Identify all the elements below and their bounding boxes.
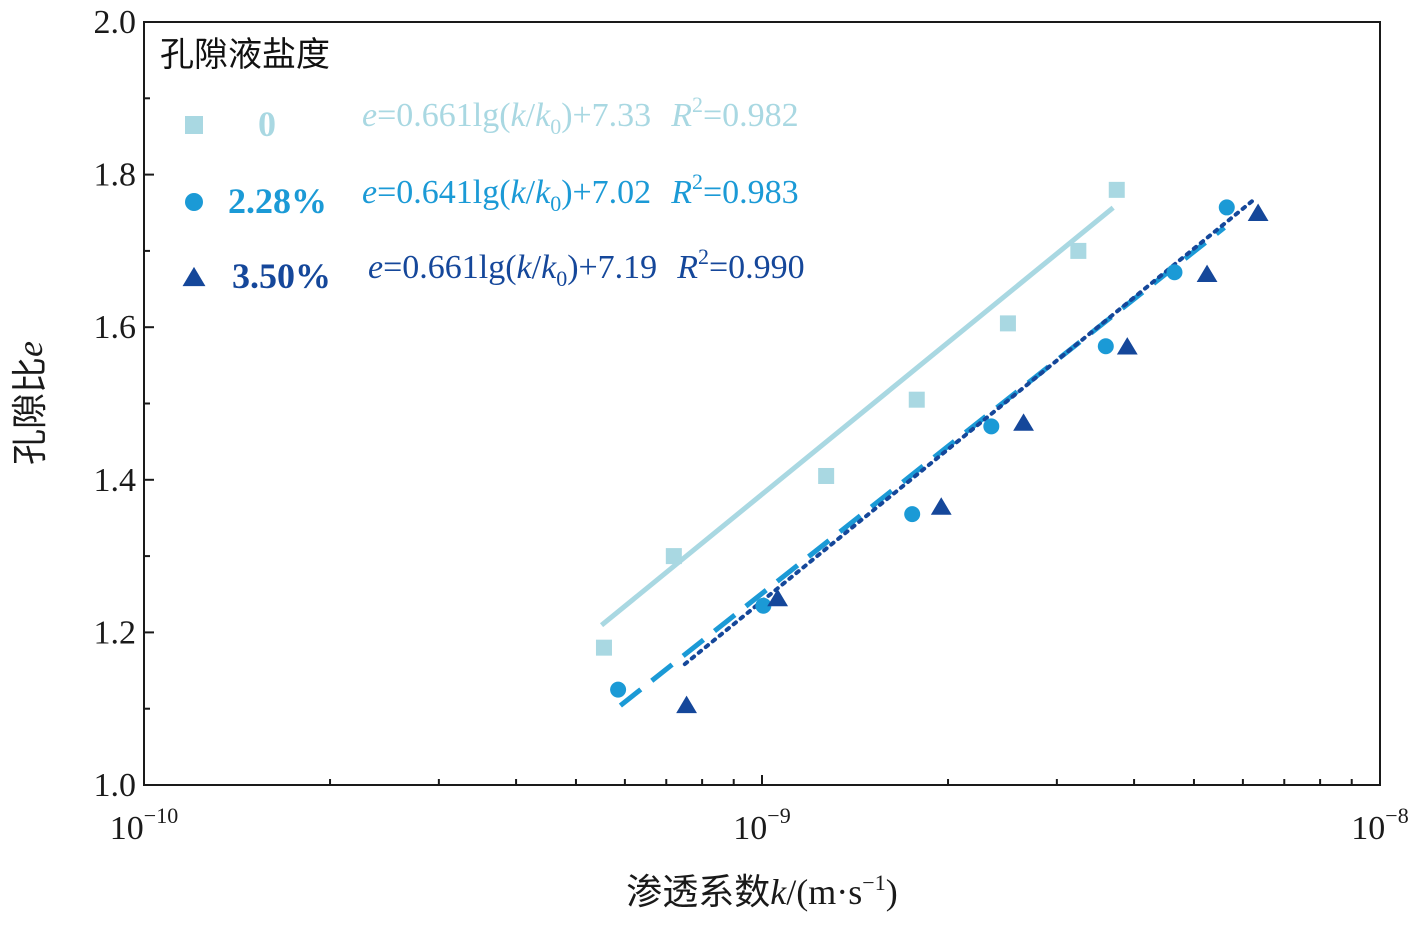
- data-point-square: [1070, 242, 1087, 259]
- y-tick-label: 1.2: [94, 614, 137, 651]
- y-tick-label: 1.6: [94, 309, 137, 346]
- legend-title: 孔隙液盐度: [160, 35, 330, 75]
- data-point-triangle: [767, 588, 789, 607]
- data-point-circle: [755, 597, 772, 614]
- data-point-circle: [983, 418, 1000, 435]
- legend-entry: 2.28% e=0.641lg(k/k0)+7.02 R2=0.983: [185, 169, 799, 221]
- data-point-triangle: [930, 497, 952, 515]
- fit-line-square: [599, 205, 1115, 628]
- data-markers: [595, 181, 1269, 714]
- y-tick-label: 1.8: [94, 157, 137, 194]
- fit-line-triangle: [682, 195, 1258, 667]
- legend-equation: e=0.661lg(k/k0)+7.33 R2=0.982: [362, 92, 799, 139]
- legend: 孔隙液盐度 0 e=0.661lg(k/k0)+7.33 R2=0.982 2.28%…: [160, 35, 805, 296]
- legend-equation: e=0.661lg(k/k0)+7.19 R2=0.990: [368, 244, 805, 291]
- data-point-triangle: [1013, 413, 1034, 431]
- y-tick-label: 1.4: [94, 462, 137, 499]
- plot-frame: [143, 21, 1381, 786]
- legend-series-name: 3.50%: [232, 256, 331, 296]
- data-point-square: [1108, 181, 1125, 198]
- x-axis-label: 渗透系数k/(m·s−1): [626, 870, 897, 913]
- axis-ticks: 1.0 1.2 1.4 1.6 1.8 2.0 10−10 10−9 10−8: [94, 4, 1409, 847]
- data-point-square: [665, 548, 682, 565]
- data-point-circle: [1166, 264, 1183, 281]
- legend-entries: 0 e=0.661lg(k/k0)+7.33 R2=0.982 2.28% e=0.64…: [182, 92, 805, 296]
- data-point-circle: [904, 506, 921, 523]
- x-tick-label: 10−8: [1351, 803, 1408, 847]
- legend-equation: e=0.641lg(k/k0)+7.02 R2=0.983: [362, 169, 799, 216]
- y-tick-label: 2.0: [94, 4, 137, 41]
- y-tick-label: 1.0: [94, 767, 137, 804]
- legend-series-name: 0: [258, 104, 276, 144]
- data-point-circle: [610, 681, 627, 698]
- x-tick-label: 10−9: [733, 803, 790, 847]
- legend-series-name: 2.28%: [228, 181, 327, 221]
- fit-lines: [599, 195, 1258, 708]
- data-point-square: [908, 391, 925, 408]
- data-point-triangle: [1196, 264, 1218, 282]
- legend-entry: 0 e=0.661lg(k/k0)+7.33 R2=0.982: [185, 92, 799, 144]
- data-point-triangle: [676, 695, 697, 714]
- y-axis-label: 孔隙比e: [10, 341, 51, 465]
- data-point-square: [999, 315, 1016, 332]
- data-point-square: [818, 467, 835, 484]
- data-point-triangle: [1247, 203, 1269, 221]
- data-point-circle: [1097, 338, 1114, 355]
- data-point-triangle: [182, 266, 206, 287]
- legend-entry: 3.50% e=0.661lg(k/k0)+7.19 R2=0.990: [182, 244, 805, 296]
- data-point-triangle: [1116, 337, 1138, 355]
- data-point-circle: [1218, 199, 1235, 216]
- data-point-circle: [185, 193, 203, 211]
- data-point-square: [595, 639, 612, 656]
- data-point-square: [185, 116, 203, 134]
- x-tick-label: 10−10: [110, 803, 178, 847]
